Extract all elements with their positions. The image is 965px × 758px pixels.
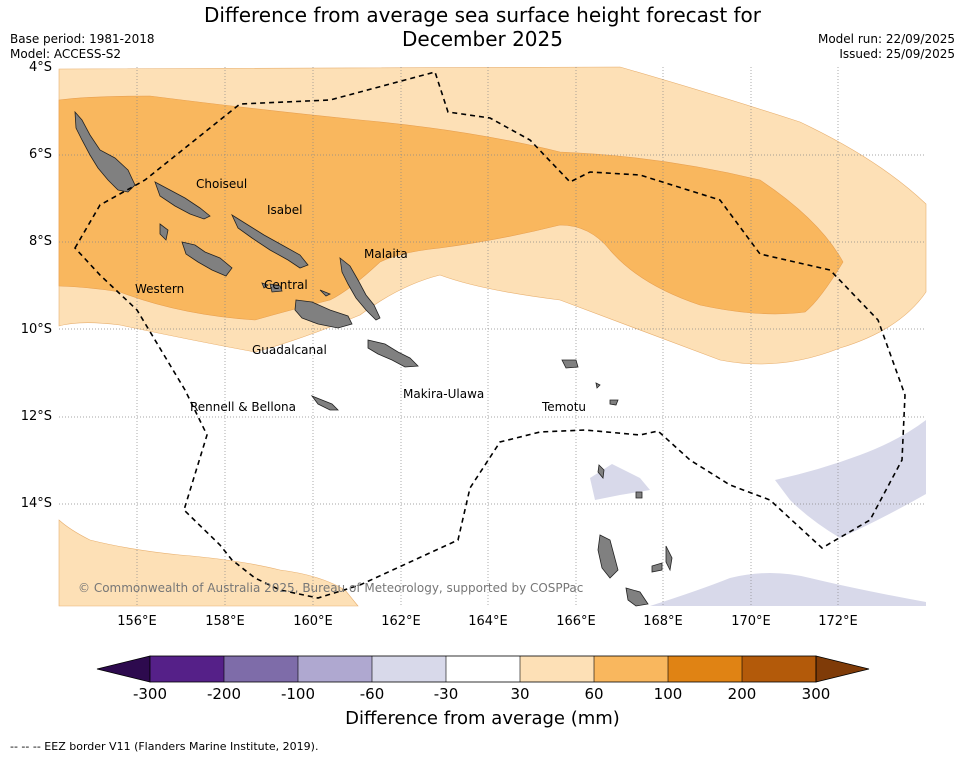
island-new-georgia — [181, 241, 233, 277]
lon-label: 160°E — [293, 614, 333, 629]
island-espiritu-santo — [597, 534, 619, 579]
island-bougainville — [74, 110, 136, 193]
island-banks — [635, 491, 643, 499]
model-name: Model: ACCESS-S2 — [10, 47, 122, 61]
anomaly-zone-neg-60-30-vanuatu — [590, 464, 650, 500]
eez-legend: -- -- -- EEZ border V11 (Flanders Marine… — [10, 740, 319, 753]
island-florida — [269, 283, 283, 293]
anomaly-zone-neg-60-30-east — [775, 420, 926, 538]
island-small-1 — [319, 289, 331, 297]
lon-label: 156°E — [117, 614, 157, 629]
model-run: Model run: 22/09/2025 — [817, 32, 955, 46]
island-pentecost — [665, 545, 673, 572]
colorbar-segment — [150, 656, 224, 682]
colorbar-tick: 60 — [584, 685, 604, 703]
colorbar-segment — [372, 656, 446, 682]
island-rennell — [310, 395, 339, 411]
title-line-1: Difference from average sea surface heig… — [203, 3, 762, 27]
island-guadalcanal — [294, 299, 353, 329]
island-malekula — [625, 587, 649, 607]
lat-label: 8°S — [28, 234, 52, 249]
lat-label: 10°S — [20, 322, 52, 337]
colorbar-tick: 100 — [653, 685, 683, 703]
lon-label: 170°E — [731, 614, 771, 629]
anomaly-zone-neg-60-30-south — [650, 573, 926, 606]
colorbar-extend-min — [96, 655, 151, 683]
island-vanikoro — [609, 399, 619, 406]
place-guadalcanal: Guadalcanal — [252, 343, 327, 357]
colorbar-tick: -200 — [206, 685, 242, 703]
eez-border — [74, 71, 906, 599]
lon-label: 158°E — [205, 614, 245, 629]
lon-label: 166°E — [556, 614, 596, 629]
island-choiseul — [154, 181, 211, 220]
place-central: Central — [264, 278, 308, 292]
run-info: Model run: 22/09/2025 Issued: 25/09/2025 — [818, 32, 955, 62]
colorbar-tick: 30 — [510, 685, 530, 703]
island-isabel — [231, 213, 309, 269]
colorbar-segment — [594, 656, 668, 682]
place-malaita: Malaita — [364, 247, 408, 261]
colorbar-title: Difference from average (mm) — [345, 708, 620, 729]
island-vella — [159, 223, 169, 241]
lat-label: 4°S — [28, 60, 52, 75]
colorbar-outline — [149, 655, 817, 683]
colorbar-dividers — [223, 656, 743, 682]
map-title: Difference from average sea surface heig… — [0, 3, 965, 51]
colorbar-tick: -100 — [280, 685, 316, 703]
island-utupua — [595, 382, 601, 389]
lon-label: 172°E — [818, 614, 858, 629]
issued-date: Issued: 25/09/2025 — [839, 47, 955, 61]
colorbar-segment — [668, 656, 742, 682]
colorbar-tick: 200 — [727, 685, 757, 703]
lat-label: 14°S — [20, 496, 52, 511]
title-line-2: December 2025 — [402, 27, 563, 51]
colorbar-segment — [224, 656, 298, 682]
colorbar-tick: -30 — [433, 685, 459, 703]
colorbar-tick: -300 — [132, 685, 168, 703]
island-torres — [597, 464, 605, 479]
place-rennell-bellona: Rennell & Bellona — [190, 400, 297, 414]
island-makira — [367, 339, 419, 368]
colorbar — [96, 655, 870, 683]
colorbar-segment — [446, 656, 520, 682]
place-isabel: Isabel — [267, 203, 303, 217]
lon-label: 162°E — [381, 614, 421, 629]
place-choiseul: Choiseul — [196, 177, 248, 191]
colorbar-tick: 300 — [801, 685, 831, 703]
colorbar-segment — [298, 656, 372, 682]
copyright-notice: © Commonwealth of Australia 2025, Bureau… — [78, 581, 584, 595]
lat-label: 6°S — [28, 147, 52, 162]
place-western: Western — [135, 282, 185, 296]
graticule — [59, 67, 926, 606]
island-santa-cruz — [561, 359, 579, 369]
lon-label: 164°E — [468, 614, 508, 629]
colorbar-segment — [742, 656, 816, 682]
islands — [74, 110, 673, 607]
colorbar-segment — [520, 656, 594, 682]
base-period: Base period: 1981-2018 — [10, 32, 155, 46]
island-ambae — [651, 562, 663, 573]
colorbar-extend-max — [815, 655, 870, 683]
lat-label: 12°S — [20, 409, 52, 424]
base-info: Base period: 1981-2018 Model: ACCESS-S2 — [10, 32, 155, 62]
island-small-2 — [261, 282, 269, 289]
anomaly-zone-30-60-south — [58, 519, 359, 607]
place-makira-ulawa: Makira-Ulawa — [403, 387, 485, 401]
colorbar-tick: -60 — [359, 685, 385, 703]
island-malaita — [339, 257, 381, 321]
lon-label: 168°E — [643, 614, 683, 629]
place-temotu: Temotu — [542, 400, 587, 414]
